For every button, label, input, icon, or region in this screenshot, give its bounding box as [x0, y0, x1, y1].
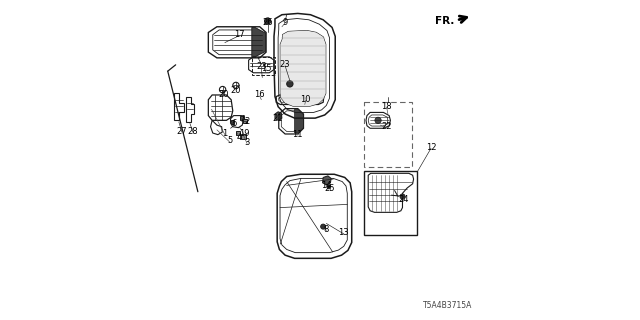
Text: 27: 27 [177, 127, 188, 136]
Text: 20: 20 [218, 91, 228, 100]
Text: 19: 19 [239, 129, 249, 138]
Text: 15: 15 [261, 63, 271, 73]
Text: 25: 25 [324, 184, 335, 193]
Polygon shape [243, 119, 247, 123]
Text: 13: 13 [339, 228, 349, 237]
Polygon shape [252, 28, 266, 57]
Text: 11: 11 [292, 130, 303, 139]
Polygon shape [241, 134, 246, 140]
Polygon shape [236, 131, 240, 135]
Circle shape [264, 18, 271, 24]
Text: 5: 5 [227, 136, 232, 146]
Text: 26: 26 [262, 18, 273, 27]
Bar [252, 57, 275, 75]
Text: 2: 2 [244, 117, 250, 126]
Text: 8: 8 [324, 225, 329, 234]
Polygon shape [294, 109, 303, 133]
Polygon shape [230, 120, 234, 124]
Circle shape [375, 117, 381, 124]
Text: 22: 22 [381, 122, 392, 131]
Text: 23: 23 [256, 62, 267, 71]
Text: FR.: FR. [435, 16, 455, 26]
Text: 14: 14 [321, 181, 332, 190]
Text: 20: 20 [230, 86, 241, 95]
Circle shape [321, 224, 326, 229]
Text: 24: 24 [399, 195, 410, 204]
Text: 23: 23 [280, 60, 291, 69]
Text: 12: 12 [426, 143, 436, 152]
Text: 1: 1 [222, 129, 227, 138]
Text: 6: 6 [231, 119, 236, 128]
Text: T5A4B3715A: T5A4B3715A [423, 301, 472, 310]
Circle shape [287, 81, 293, 87]
Text: 7: 7 [239, 115, 244, 124]
Circle shape [400, 194, 405, 199]
Circle shape [327, 185, 331, 189]
Text: 28: 28 [188, 127, 198, 136]
Text: 16: 16 [255, 91, 265, 100]
Polygon shape [240, 116, 244, 120]
Text: 4: 4 [237, 133, 242, 142]
Polygon shape [275, 112, 282, 120]
Text: 17: 17 [234, 30, 244, 39]
Text: 18: 18 [381, 101, 392, 111]
Bar [364, 102, 412, 167]
Polygon shape [280, 31, 326, 106]
Text: 21: 21 [272, 114, 282, 123]
Text: 10: 10 [300, 95, 311, 104]
Text: 9: 9 [282, 19, 288, 28]
Bar [364, 171, 417, 235]
Text: 3: 3 [244, 138, 250, 147]
Polygon shape [323, 176, 331, 185]
